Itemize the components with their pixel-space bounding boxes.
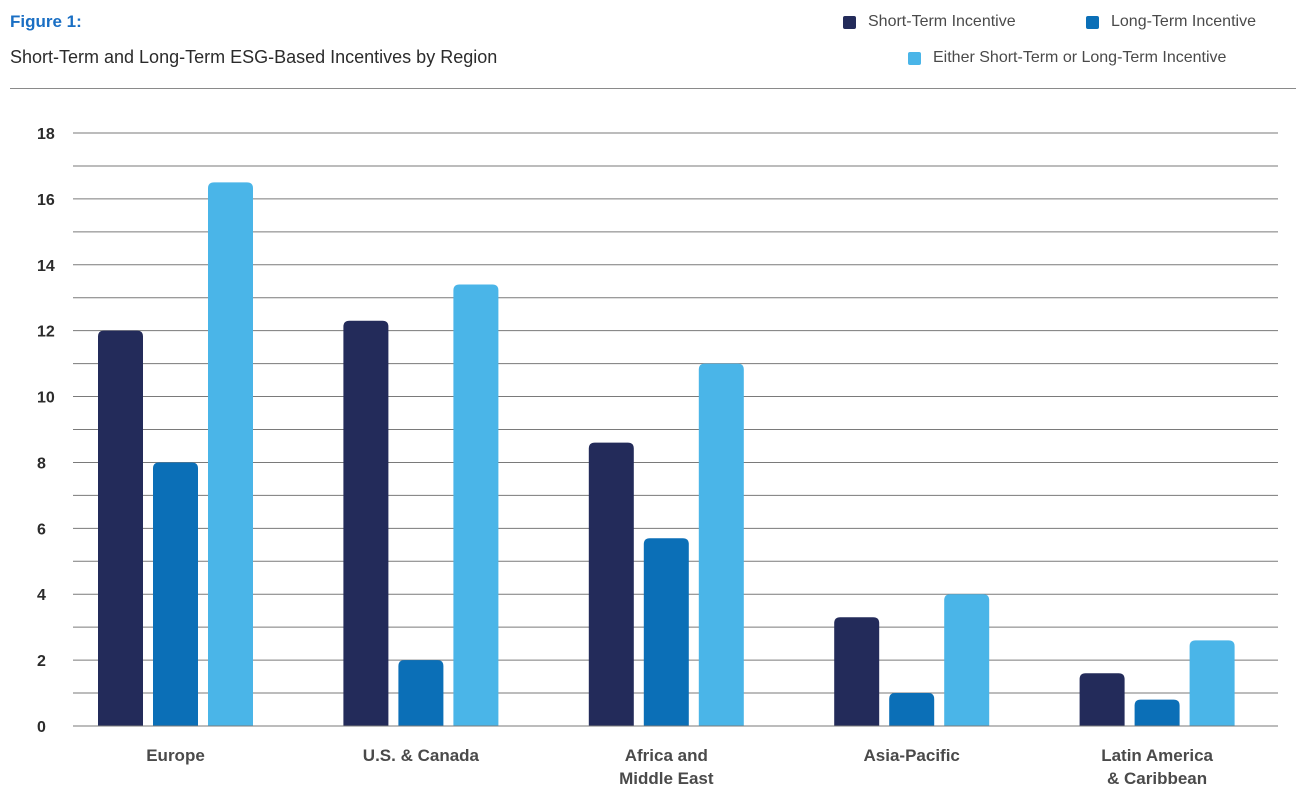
legend-item-short-term: Short-Term Incentive (843, 13, 1016, 31)
legend-swatch-short-term (843, 15, 856, 29)
x-category-label: U.S. & Canada (363, 746, 480, 765)
x-category-label: Middle East (619, 769, 714, 787)
bar-short-term (98, 330, 143, 726)
chart-title: Short-Term and Long-Term ESG-Based Incen… (10, 47, 498, 67)
legend-label-short-term: Short-Term Incentive (868, 13, 1016, 30)
legend-swatch-long-term (1086, 15, 1099, 29)
bar-either (698, 363, 744, 726)
y-tick-label: 18 (37, 126, 55, 143)
bar-long-term (398, 660, 444, 726)
x-category-label: Latin America (1101, 746, 1213, 765)
legend-label-long-term: Long-Term Incentive (1111, 13, 1256, 30)
bar-short-term (588, 442, 634, 726)
legend-item-either: Either Short-Term or Long-Term Incentive (908, 49, 1226, 67)
y-tick-label: 14 (37, 258, 55, 275)
figure-label: Figure 1: (10, 12, 82, 31)
bar-either (1189, 640, 1235, 726)
legend-item-long-term: Long-Term Incentive (1086, 13, 1256, 31)
header-divider (10, 88, 1296, 89)
y-tick-label: 4 (37, 587, 46, 604)
legend-swatch-either (908, 51, 921, 65)
x-category-label: Africa and (625, 746, 708, 765)
x-category-label: Asia-Pacific (864, 746, 960, 765)
chart-header: Figure 1: Short-Term and Long-Term ESG-B… (0, 0, 1308, 90)
bar-long-term (153, 462, 198, 726)
bar-either (453, 284, 499, 726)
bar-short-term (834, 617, 880, 726)
x-category-label: Europe (146, 746, 205, 765)
y-tick-label: 2 (37, 653, 46, 670)
bar-short-term (1079, 673, 1125, 726)
y-tick-label: 12 (37, 324, 55, 341)
y-tick-label: 10 (37, 390, 55, 407)
bar-either (944, 594, 990, 726)
x-category-label: & Caribbean (1107, 769, 1207, 787)
bar-long-term (1134, 699, 1180, 726)
bar-long-term (889, 693, 935, 726)
y-tick-label: 6 (37, 521, 46, 538)
y-tick-label: 0 (37, 719, 46, 736)
y-tick-label: 8 (37, 455, 46, 472)
bar-short-term (343, 320, 389, 726)
bar-either (208, 182, 253, 726)
legend-label-either: Either Short-Term or Long-Term Incentive (933, 49, 1227, 66)
bar-long-term (643, 538, 689, 726)
y-tick-label: 16 (37, 192, 55, 209)
